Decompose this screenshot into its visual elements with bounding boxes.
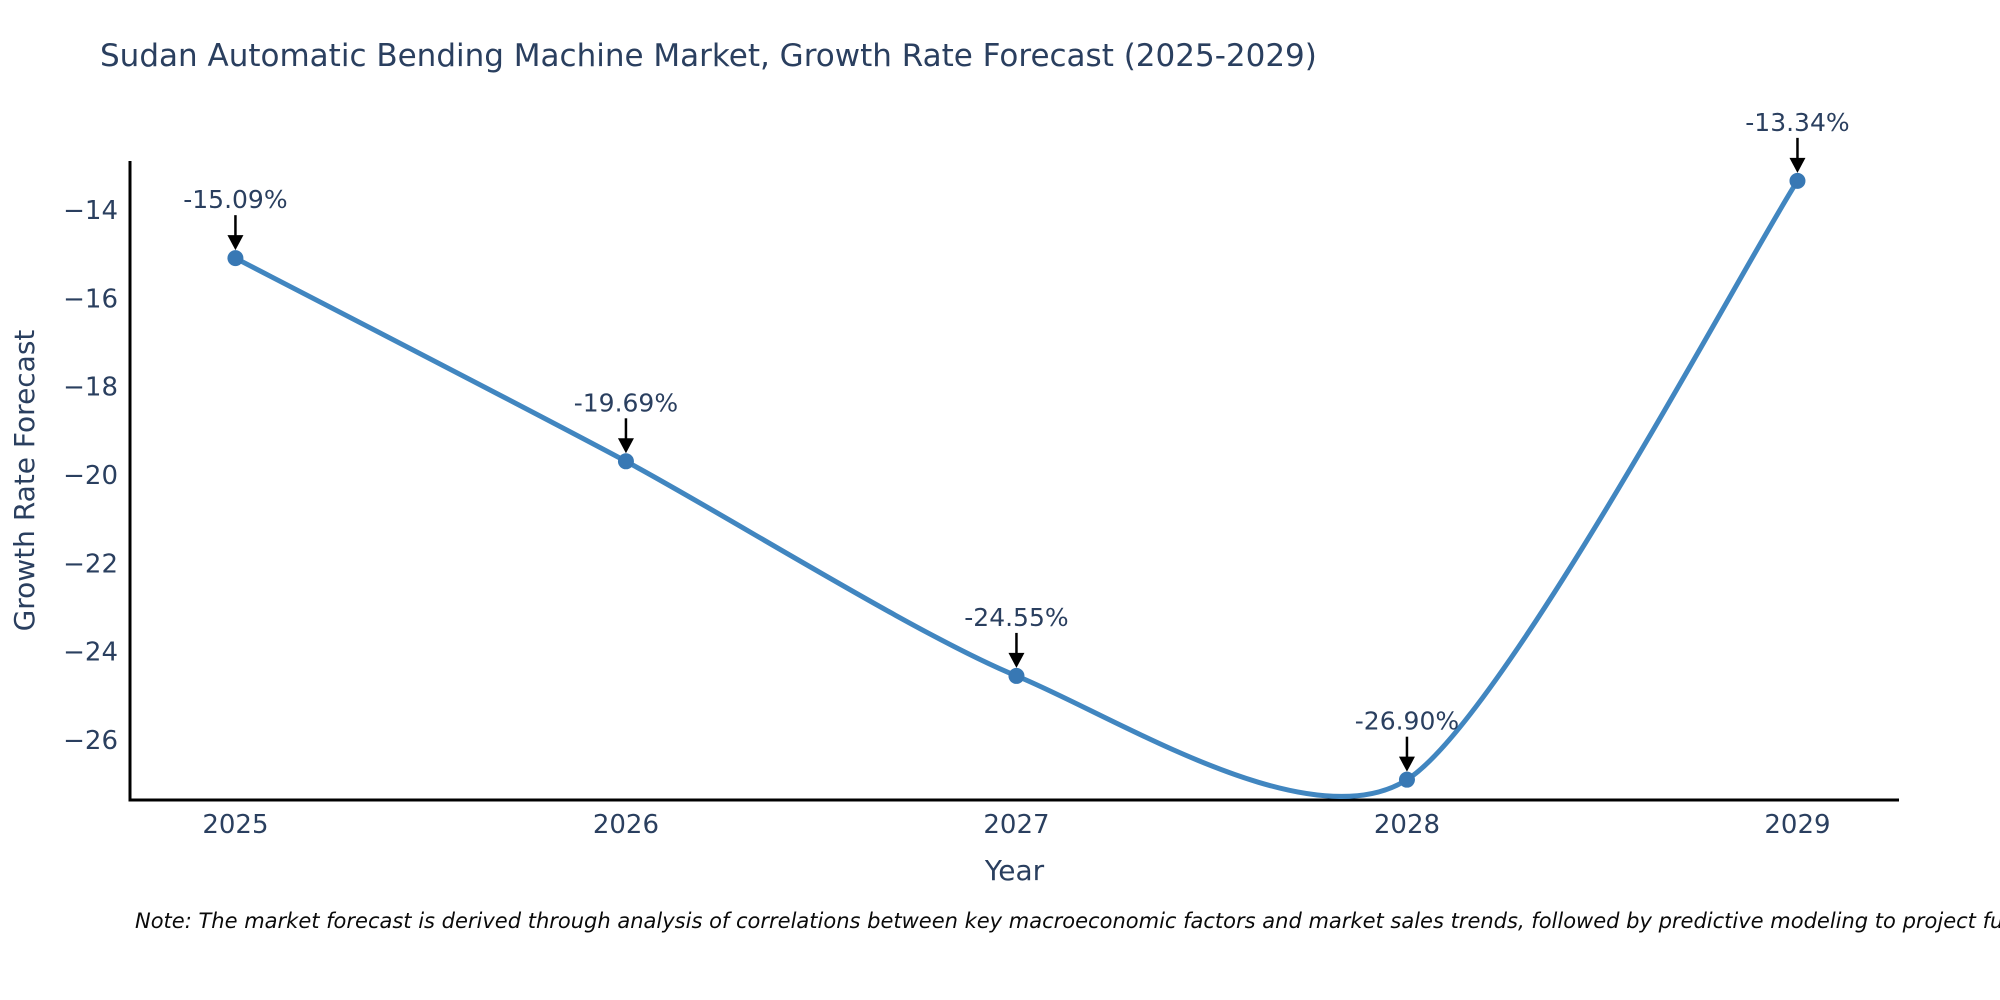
- y-axis-title: Growth Rate Forecast: [8, 330, 41, 632]
- annotation-arrow-head: [1789, 157, 1806, 173]
- data-point-marker[interactable]: [1789, 172, 1806, 189]
- chart-title: Sudan Automatic Bending Machine Market, …: [100, 38, 1317, 74]
- y-tick-label: −26: [63, 726, 118, 756]
- trace-line: [232, 178, 1800, 799]
- data-point-marker[interactable]: [1008, 667, 1025, 684]
- point-annotation: -15.09%: [183, 185, 287, 214]
- y-tick-label: −18: [63, 373, 118, 403]
- point-annotation: -13.34%: [1745, 108, 1849, 137]
- data-point-marker[interactable]: [617, 453, 634, 470]
- annotation-arrow-head: [227, 235, 244, 251]
- data-point-marker[interactable]: [227, 250, 244, 267]
- y-tick-label: −24: [63, 638, 118, 668]
- annotation-arrow-head: [617, 438, 634, 454]
- y-tick-label: −16: [63, 284, 118, 314]
- annotation-arrow-head: [1398, 756, 1415, 772]
- x-tick-label: 2025: [202, 810, 268, 840]
- x-tick-label: 2027: [983, 810, 1049, 840]
- point-annotation: -24.55%: [964, 603, 1068, 632]
- y-tick-label: −20: [63, 461, 118, 491]
- point-annotation: -26.90%: [1355, 707, 1459, 736]
- annotation-arrow-head: [1008, 652, 1025, 668]
- x-axis-title: Year: [984, 854, 1045, 887]
- data-point-marker[interactable]: [1398, 771, 1415, 788]
- x-tick-label: 2029: [1764, 810, 1830, 840]
- point-annotation: -19.69%: [574, 388, 678, 417]
- x-tick-label: 2026: [593, 810, 659, 840]
- footnote: Note: The market forecast is derived thr…: [135, 909, 2000, 933]
- x-tick-label: 2028: [1374, 810, 1440, 840]
- y-tick-label: −22: [63, 549, 118, 579]
- y-tick-label: −14: [63, 196, 118, 226]
